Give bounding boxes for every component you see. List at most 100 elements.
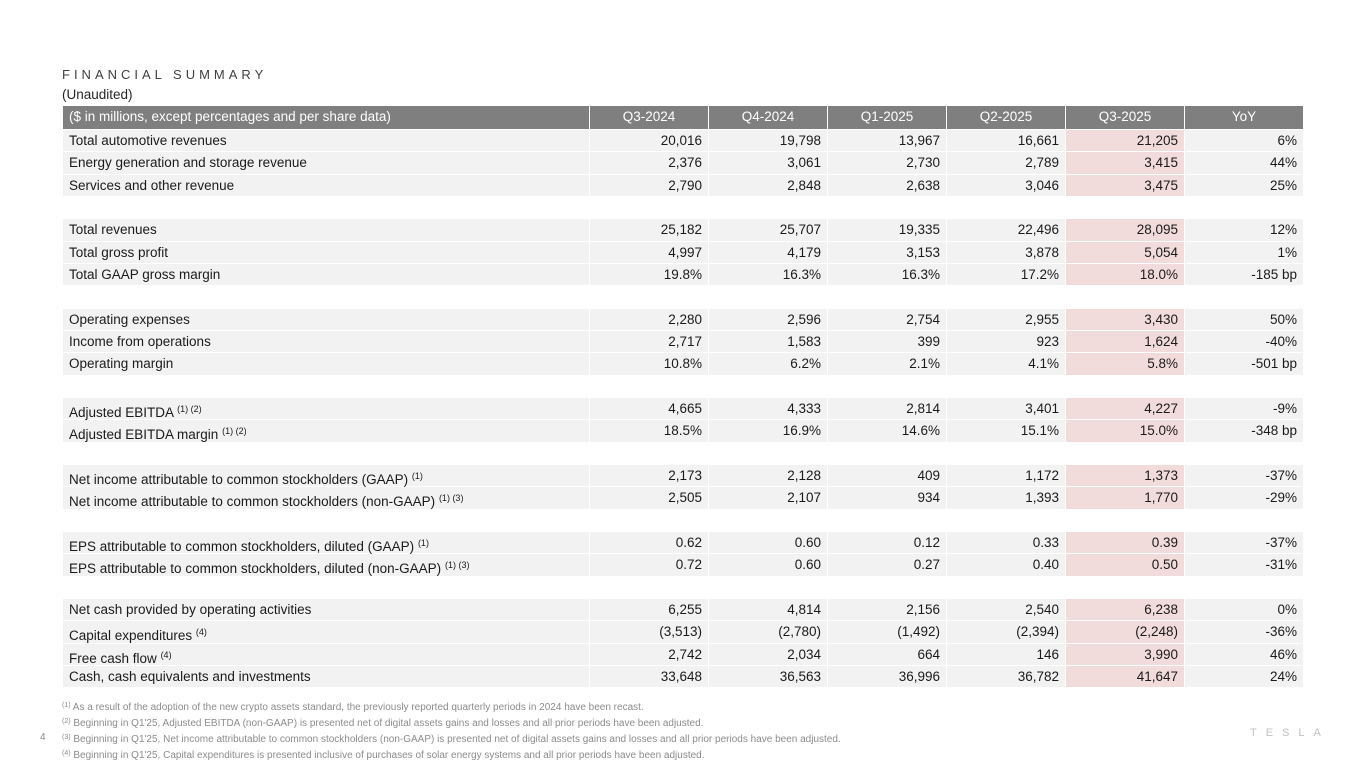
value-cell: 2,107 (709, 487, 827, 509)
label-text: Total revenues (69, 222, 157, 238)
value-cell: 4,814 (709, 598, 827, 621)
value-cell: (3,513) (590, 621, 708, 643)
value-cell: 399 (828, 330, 946, 353)
value-cell: 46% (1185, 643, 1303, 665)
value-cell: 33,648 (590, 665, 708, 688)
value-cell: 2,742 (590, 643, 708, 665)
label-text: Capital expenditures (69, 628, 193, 644)
label-text: Operating margin (69, 356, 174, 372)
row-label: EPS attributable to common stockholders,… (63, 554, 589, 577)
value-cell: 3,153 (828, 241, 946, 263)
value-cell: 5.8% (1066, 353, 1184, 375)
label-text: Energy generation and storage revenue (69, 155, 307, 171)
value-cell: 3,415 (1066, 152, 1184, 174)
value-cell: -9% (1185, 397, 1303, 420)
row-label: EPS attributable to common stockholders,… (63, 531, 589, 554)
label-text: Free cash flow (69, 650, 157, 666)
value-cell: 923 (947, 330, 1065, 353)
value-cell: 10.8% (590, 353, 708, 375)
row-label: Cash, cash equivalents and investments (63, 665, 589, 688)
footnote-text: Beginning in Q1'25, Adjusted EBITDA (non… (73, 718, 704, 729)
footnote-ref: (1) (411, 470, 423, 481)
logo: TESLA (1250, 727, 1330, 739)
label-text: EPS attributable to common stockholders,… (69, 561, 442, 577)
footnote-text: Beginning in Q1'25, Net income attributa… (73, 734, 841, 745)
value-cell: 15.0% (1066, 420, 1184, 442)
value-cell: 18.5% (590, 420, 708, 442)
label-text: Total GAAP gross margin (69, 266, 221, 282)
value-cell: 21,205 (1066, 130, 1184, 152)
value-cell: 19.8% (590, 263, 708, 286)
value-cell: 664 (828, 643, 946, 665)
value-cell: 25,182 (590, 219, 708, 241)
column-header: Q4-2024 (709, 106, 827, 129)
value-cell: 2,540 (947, 598, 1065, 621)
value-cell: 41,647 (1066, 665, 1184, 688)
value-cell: 6,238 (1066, 598, 1184, 621)
value-cell: 3,046 (947, 174, 1065, 196)
value-cell: 13,967 (828, 130, 946, 152)
value-cell: 16.3% (828, 263, 946, 286)
label-text: Total automotive revenues (69, 133, 227, 148)
value-cell: 44% (1185, 152, 1303, 174)
footnote-ref: (1) (2) (177, 403, 202, 414)
value-cell: 16.9% (709, 420, 827, 442)
row-label: Total revenues (63, 219, 589, 241)
value-cell: 4,997 (590, 241, 708, 263)
value-cell: 0.50 (1066, 554, 1184, 576)
value-cell: 2,789 (947, 152, 1065, 174)
value-cell: -501 bp (1185, 353, 1303, 375)
value-cell: 1,583 (709, 330, 827, 353)
value-cell: 0% (1185, 598, 1303, 621)
value-cell: 0.27 (828, 554, 946, 576)
footnote-text: As a result of the adoption of the new c… (72, 702, 644, 713)
value-cell: -29% (1185, 487, 1303, 509)
label-text: Total gross profit (69, 244, 169, 260)
value-cell: 2,280 (590, 308, 708, 330)
value-cell: 4,179 (709, 241, 827, 263)
value-cell: 4,227 (1066, 397, 1184, 420)
row-label: Adjusted EBITDA margin (1) (2) (63, 420, 589, 442)
value-cell: 36,563 (709, 665, 827, 688)
value-cell: 2,730 (828, 152, 946, 174)
value-cell: 2,156 (828, 598, 946, 621)
label-text: Operating expenses (69, 311, 190, 327)
title: FINANCIAL SUMMARY (62, 67, 268, 82)
value-cell: 24% (1185, 665, 1303, 688)
value-cell: 3,990 (1066, 643, 1184, 665)
value-cell: 3,061 (709, 152, 827, 174)
label-text: Net cash provided by operating activitie… (69, 601, 312, 617)
label-text: Net income attributable to common stockh… (69, 471, 409, 487)
value-cell: 3,401 (947, 397, 1065, 420)
column-header: Q2-2025 (947, 106, 1065, 129)
footnote-ref: (1) (3) (444, 560, 470, 571)
column-header: Q3-2024 (590, 106, 708, 129)
value-cell: 409 (828, 464, 946, 487)
value-cell: 0.39 (1066, 531, 1184, 554)
value-cell: 4,665 (590, 397, 708, 420)
value-cell: 1% (1185, 241, 1303, 263)
value-cell: 1,172 (947, 464, 1065, 487)
footnote: (1) As a result of the adoption of the n… (62, 702, 644, 713)
value-cell: 2,596 (709, 308, 827, 330)
value-cell: 50% (1185, 308, 1303, 330)
label-text: Adjusted EBITDA (69, 404, 174, 420)
footnote-marker: (4) (62, 750, 71, 757)
value-cell: (1,492) (828, 621, 946, 643)
value-cell: 2,638 (828, 174, 946, 196)
value-cell: 2,034 (709, 643, 827, 665)
row-label: Total gross profit (63, 241, 589, 263)
value-cell: 2,505 (590, 487, 708, 509)
row-label: Operating margin (63, 353, 589, 375)
value-cell: 18.0% (1066, 263, 1184, 286)
row-label: Operating expenses (63, 308, 589, 330)
value-cell: 20,016 (590, 130, 708, 152)
row-label: Services and other revenue (63, 174, 589, 196)
value-cell: 25% (1185, 174, 1303, 196)
value-cell: 2,790 (590, 174, 708, 196)
value-cell: 2,754 (828, 308, 946, 330)
value-cell: 4.1% (947, 353, 1065, 375)
value-cell: 4,333 (709, 397, 827, 420)
value-cell: 19,335 (828, 219, 946, 241)
